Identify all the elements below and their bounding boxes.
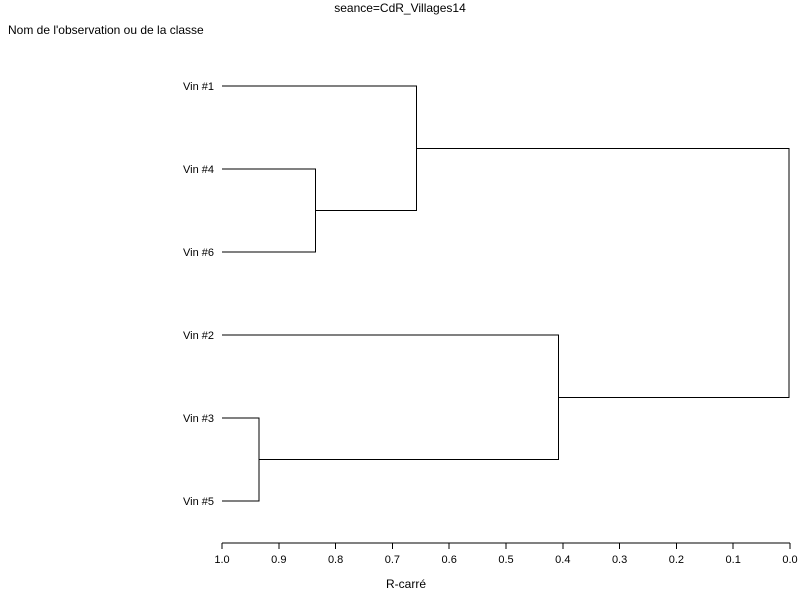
x-tick-label: 0.1 — [726, 554, 741, 566]
x-tick-label: 0.5 — [498, 554, 513, 566]
leaf-label: Vin #5 — [183, 496, 214, 508]
x-tick-label: 0.4 — [555, 554, 570, 566]
leaf-label: Vin #4 — [183, 164, 214, 176]
leaf-label: Vin #6 — [183, 247, 214, 259]
x-tick-label: 0.8 — [328, 554, 343, 566]
x-tick-label: 0.7 — [385, 554, 400, 566]
dendrogram-link — [222, 417, 260, 502]
chart-title: seance=CdR_Villages14 — [334, 1, 466, 15]
x-tick-label: 0.2 — [669, 554, 684, 566]
dendrogram-link — [222, 168, 317, 253]
dendrogram-link — [416, 147, 790, 398]
x-tick-label: 0.9 — [271, 554, 286, 566]
dendrogram-link — [222, 85, 417, 211]
x-axis-label: R-carré — [385, 577, 426, 591]
leaf-label: Vin #1 — [183, 81, 214, 93]
x-tick-label: 0.6 — [442, 554, 457, 566]
x-tick-label: 1.0 — [214, 554, 229, 566]
x-tick-label: 0.3 — [612, 554, 627, 566]
y-axis-label: Nom de l'observation ou de la classe — [8, 23, 204, 37]
x-tick-label: 0.0 — [782, 554, 797, 566]
dendrogram-link — [222, 334, 559, 460]
leaf-label: Vin #3 — [183, 413, 214, 425]
leaf-label: Vin #2 — [183, 330, 214, 342]
